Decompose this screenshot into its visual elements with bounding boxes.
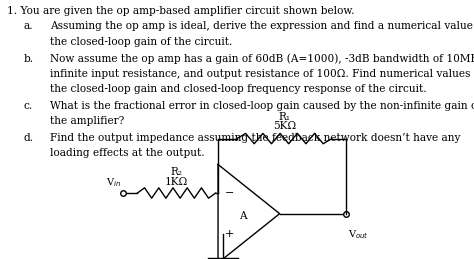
- Text: A: A: [239, 211, 246, 221]
- Text: b.: b.: [24, 54, 34, 64]
- Text: R₁: R₁: [278, 112, 291, 122]
- Text: c.: c.: [24, 101, 33, 111]
- Text: −: −: [225, 188, 235, 198]
- Text: 1. You are given the op amp-based amplifier circuit shown below.: 1. You are given the op amp-based amplif…: [7, 6, 355, 17]
- Text: a.: a.: [24, 21, 33, 32]
- Text: What is the fractional error in closed-loop gain caused by the non-infinite gain: What is the fractional error in closed-l…: [50, 101, 474, 111]
- Text: Assuming the op amp is ideal, derive the expression and find a numerical value f: Assuming the op amp is ideal, derive the…: [50, 21, 474, 32]
- Text: 5KΩ: 5KΩ: [273, 121, 296, 131]
- Text: the closed-loop gain of the circuit.: the closed-loop gain of the circuit.: [50, 37, 232, 47]
- Text: V$_{out}$: V$_{out}$: [348, 228, 369, 241]
- Text: the closed-loop gain and closed-loop frequency response of the circuit.: the closed-loop gain and closed-loop fre…: [50, 84, 427, 94]
- Text: 1KΩ: 1KΩ: [165, 177, 188, 186]
- Text: infinite input resistance, and output resistance of 100Ω. Find numerical values : infinite input resistance, and output re…: [50, 69, 474, 79]
- Text: V$_{in}$: V$_{in}$: [106, 176, 121, 189]
- Text: the amplifier?: the amplifier?: [50, 116, 124, 126]
- Text: +: +: [225, 229, 235, 239]
- Text: d.: d.: [24, 133, 34, 143]
- Text: R₂: R₂: [171, 168, 182, 177]
- Text: Now assume the op amp has a gain of 60dB (A=1000), -3dB bandwidth of 10MHz,: Now assume the op amp has a gain of 60dB…: [50, 54, 474, 64]
- Text: Find the output impedance assuming the feedback network doesn’t have any: Find the output impedance assuming the f…: [50, 133, 460, 143]
- Text: loading effects at the output.: loading effects at the output.: [50, 148, 204, 158]
